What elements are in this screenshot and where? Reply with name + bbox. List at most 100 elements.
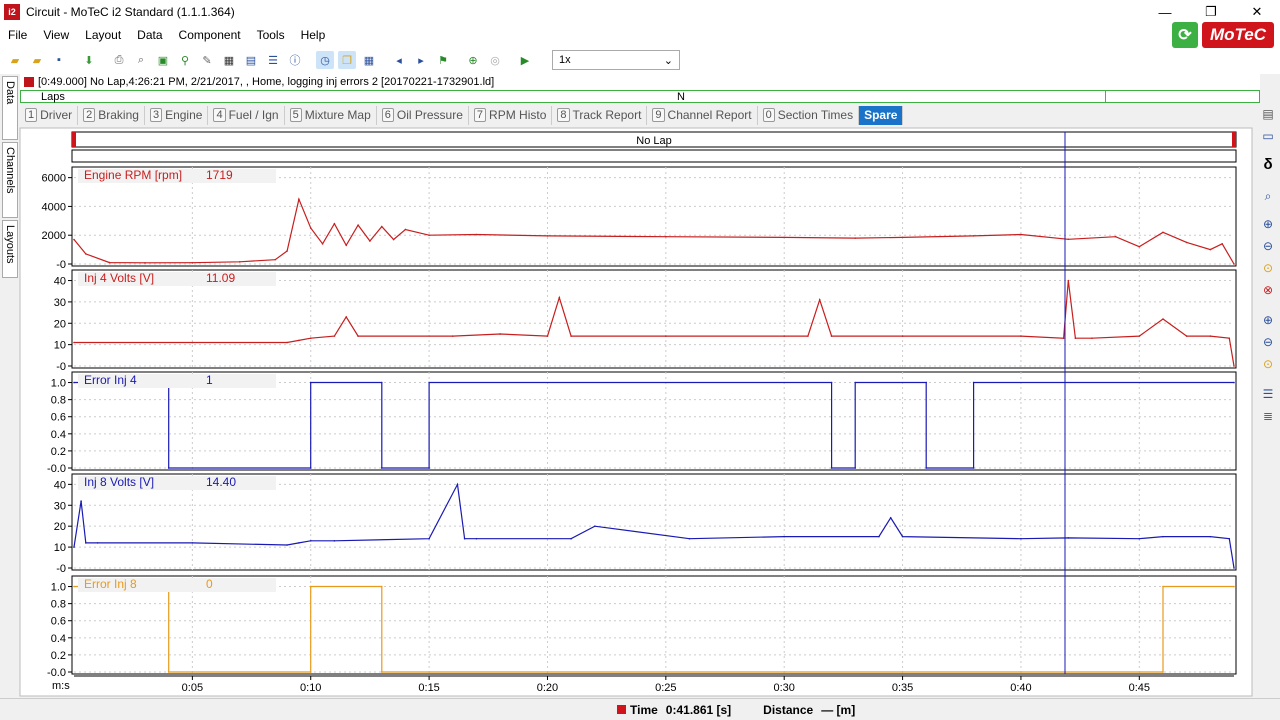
forward-icon[interactable]: ▸	[418, 54, 424, 67]
zoom-fit-icon[interactable]: ⊙	[1262, 261, 1274, 275]
play-icon[interactable]: ▶	[520, 54, 530, 67]
data-point	[108, 261, 111, 264]
tab-channel-report[interactable]: 9 Channel Report	[647, 105, 758, 125]
table-icon[interactable]: ▤	[245, 54, 257, 67]
laps-bar[interactable]: Laps N	[20, 90, 1260, 103]
save-icon[interactable]: ▪	[57, 54, 61, 66]
marker-icon[interactable]: ⚑	[438, 54, 448, 67]
zoom-icon[interactable]: ◎	[490, 54, 500, 67]
close-button[interactable]: ✕	[1251, 4, 1263, 19]
edit-icon[interactable]: ✎	[202, 54, 212, 67]
data-point	[463, 537, 466, 540]
data-point	[298, 542, 300, 544]
data-point	[73, 585, 75, 588]
zoom-in-icon[interactable]: ⊕	[1262, 217, 1274, 231]
x-tick-label: 0:40	[1010, 682, 1031, 694]
minimize-button[interactable]: —	[1158, 4, 1172, 20]
refresh-icon[interactable]: ⟳	[1172, 22, 1198, 48]
print-preview-icon[interactable]: ⌕	[137, 53, 145, 66]
tab-number: 1	[25, 108, 38, 122]
data-point	[972, 467, 975, 469]
delta-icon[interactable]: δ	[1263, 155, 1273, 173]
channel-name-label: Inj 8 Volts [V]	[84, 475, 154, 489]
tab-track-report[interactable]: 8 Track Report	[552, 105, 648, 125]
info-icon[interactable]: ⓘ	[289, 55, 301, 67]
tab-section-times[interactable]: 0 Section Times	[758, 105, 860, 125]
data-point	[1233, 381, 1235, 384]
motec-logo: MoTeC	[1202, 22, 1274, 48]
tab-oil-pressure[interactable]: 6 Oil Pressure	[377, 105, 469, 125]
tab-number: 5	[289, 108, 302, 122]
filter-icon[interactable]: ⚲	[180, 54, 190, 67]
data-point	[925, 467, 928, 469]
chart-icon[interactable]: ▣	[157, 54, 169, 67]
data-point	[665, 235, 667, 238]
title-bar: i2 Circuit - MoTeC i2 Standard (1.1.1.36…	[0, 0, 1280, 24]
tab-mixture-map[interactable]: 5 Mixture Map	[285, 105, 377, 125]
menu-component[interactable]: Component	[178, 28, 241, 42]
menu-view[interactable]: View	[43, 28, 70, 42]
folder-icon[interactable]: ▰	[32, 54, 42, 67]
magnify-icon[interactable]: ⌕	[1264, 188, 1272, 203]
y-tick-label: 40	[54, 276, 66, 288]
open-folder-icon[interactable]: ▰	[10, 54, 20, 67]
tab-spare[interactable]: Spare	[859, 105, 904, 125]
data-point	[333, 540, 336, 542]
y-tick-label: -0	[56, 563, 66, 575]
back-icon[interactable]: ◂	[396, 54, 402, 67]
y-tick-label: 0.8	[51, 395, 66, 407]
menu-data[interactable]: Data	[137, 28, 163, 42]
side-tab-layouts[interactable]: Layouts	[2, 220, 18, 278]
grid-icon[interactable]: ▦	[363, 54, 375, 67]
clock-icon[interactable]: ◷	[316, 51, 334, 69]
properties-icon[interactable]: ▤	[1262, 107, 1274, 121]
data-point	[298, 339, 300, 342]
status-distance-label: Distance	[763, 702, 814, 717]
data-point	[688, 537, 691, 540]
download-icon[interactable]: ⬇	[84, 54, 94, 67]
window-icon[interactable]: ▭	[1262, 129, 1274, 143]
menu-help[interactable]: Help	[300, 28, 326, 42]
zoom-out-vertical-icon[interactable]: ⊖	[1262, 335, 1274, 349]
film-icon[interactable]: ▦	[223, 54, 235, 67]
x-tick-label: 0:10	[300, 682, 321, 694]
stack-graphs-icon[interactable]: ☰	[1262, 387, 1274, 401]
tab-number: 4	[213, 108, 226, 122]
zoom-out-icon[interactable]: ⊖	[1262, 239, 1274, 253]
data-point	[901, 335, 904, 337]
tab-driver[interactable]: 1 Driver	[20, 105, 79, 125]
channel-cursor-value: 11.09	[206, 271, 235, 285]
side-tab-data[interactable]: Data	[2, 76, 18, 140]
worksheet-tabs: 1 Driver 2 Braking 3 Engine 4 Fuel / Ign 5 Mi…	[20, 105, 1260, 125]
data-point	[1209, 335, 1212, 337]
tab-engine[interactable]: 3 Engine	[145, 105, 209, 125]
zoom-fit-vertical-icon[interactable]: ⊙	[1262, 357, 1274, 371]
data-point	[309, 227, 312, 229]
tab-number: 8	[557, 108, 570, 122]
menu-tools[interactable]: Tools	[256, 28, 285, 42]
tab-braking[interactable]: 2 Braking	[78, 105, 145, 125]
data-point	[238, 261, 241, 263]
tab-fuel-ign[interactable]: 4 Fuel / Ign	[208, 105, 285, 125]
tab-rpm-histo[interactable]: 7 RPM Histo	[469, 105, 553, 125]
y-tick-label: 20	[54, 521, 66, 533]
data-point	[594, 525, 596, 527]
channel-cursor-value: 0	[206, 577, 213, 591]
menu-file[interactable]: File	[8, 28, 28, 42]
data-point	[1185, 335, 1188, 337]
zoom-reset-icon[interactable]: ⊗	[1262, 283, 1274, 297]
overlay-graphs-icon[interactable]: ≣	[1262, 409, 1274, 423]
list-icon[interactable]: ☰	[268, 54, 278, 67]
windows-icon[interactable]: ❐	[338, 51, 356, 69]
menu-layout[interactable]: Layout	[85, 28, 122, 42]
zoom-in-vertical-icon[interactable]: ⊕	[1262, 313, 1274, 327]
playback-speed-select[interactable]: 1x ⌄	[552, 50, 680, 70]
restore-button[interactable]: ❐	[1205, 4, 1217, 19]
toolbar: ▰ ▰ ▪ ⬇ ⎙ ⌕ ▣ ⚲ ✎ ▦ ▤ ☰ ⓘ ◷ ❐ ▦ ◂ ▸ ⚑ ⊕ …	[0, 46, 1280, 74]
data-point	[85, 542, 87, 544]
zoom-add-icon[interactable]: ⊕	[468, 54, 478, 67]
tab-label: Channel Report	[667, 108, 752, 122]
side-tab-channels[interactable]: Channels	[2, 142, 18, 218]
print-icon[interactable]: ⎙	[114, 53, 124, 66]
